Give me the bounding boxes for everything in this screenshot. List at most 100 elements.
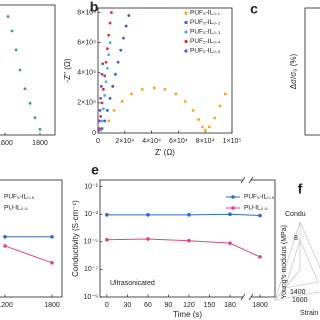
y-tick-label: 6×10⁴ [77, 39, 96, 46]
legend-marker [184, 39, 188, 44]
y-tick-label: 10⁻⁵ [84, 239, 98, 246]
data-point [6, 15, 10, 18]
data-point [119, 48, 123, 52]
data-point [124, 24, 128, 28]
radar-tick-label: 8 [294, 235, 298, 242]
data-point [38, 127, 42, 131]
data-point [103, 74, 107, 78]
data-point [104, 60, 108, 64]
data-point [223, 92, 227, 96]
data-point [183, 99, 187, 103]
radar-axis-label: Strain [300, 310, 318, 317]
data-point [110, 11, 113, 14]
y-tick-label: 8×10⁴ [77, 9, 96, 16]
data-point [152, 86, 156, 90]
data-point [197, 118, 200, 121]
x-tick-label: 1800 [44, 302, 60, 309]
x-tick-label: 1×10⁵ [223, 138, 242, 145]
radar-grid [274, 221, 320, 301]
data-point [163, 87, 167, 91]
legend-marker [184, 30, 188, 34]
data-point [187, 213, 191, 217]
data-point [105, 213, 109, 217]
data-point [174, 92, 178, 96]
legend-label: PU-IL₀.₅ [4, 205, 28, 212]
series-line [106, 213, 261, 217]
x-tick-label: 180 [224, 302, 236, 309]
axis-break-mark [240, 293, 246, 301]
x-tick-label: 1600 [0, 140, 13, 147]
y-tick-label: 0 [92, 130, 96, 137]
legend-marker [184, 20, 188, 25]
axis-break-mark [248, 293, 254, 301]
data-point [258, 213, 262, 218]
data-point [203, 128, 207, 132]
data-point [33, 116, 37, 120]
data-point [104, 80, 108, 84]
plot-frame [0, 4, 56, 136]
data-point [28, 101, 32, 105]
data-point [146, 213, 150, 217]
data-point [99, 115, 103, 118]
data-point [191, 109, 195, 112]
series-line [4, 245, 53, 264]
x-tick-label: 30 [123, 302, 131, 309]
panel: e Conductivity (S·cm⁻¹) Time (s) 0 30 60 90 120… [71, 162, 276, 319]
legend-label: PUF₅-IL₀.₅ [244, 194, 275, 201]
data-point [108, 41, 112, 45]
x-tick-label: 0 [96, 138, 100, 145]
axis-break-mark [248, 176, 254, 184]
data-point [207, 125, 211, 129]
data-point [187, 238, 191, 243]
data-point [100, 119, 104, 123]
plot-frame [99, 179, 276, 298]
data-point [228, 212, 232, 216]
data-point [258, 255, 262, 259]
legend-label: PUF₅-IL₀.₂ [190, 19, 221, 26]
legend-marker [231, 195, 235, 199]
data-point [127, 14, 131, 17]
data-point [122, 36, 125, 40]
x-tick-label: 1800 [252, 302, 268, 309]
data-point [105, 237, 109, 242]
radar-tick-label: 1400 [290, 289, 306, 296]
x-axis-title: Z' (Ω) [155, 148, 175, 157]
panel: f Condu Young's modulus (MPa) Strain 8 140016… [281, 181, 319, 317]
plot-frame [304, 7, 320, 136]
legend-label: PUF₅-IL₀.₁ [190, 10, 221, 17]
data-point [101, 107, 105, 111]
data-point [111, 84, 115, 88]
data-point [140, 87, 144, 91]
radar-axis-label: Young's modulus (MPa) [281, 225, 288, 299]
data-point [99, 96, 103, 100]
x-tick-label: 60 [144, 302, 152, 309]
x-tick-label: 0 [105, 302, 109, 309]
panel-letter: e [91, 162, 99, 178]
data-point [10, 29, 14, 33]
legend-marker [231, 206, 235, 210]
annotation: Ultrasonicated [110, 280, 155, 287]
data-point [108, 96, 112, 100]
x-tick-label: 1800 [32, 140, 48, 147]
x-tick-label: 90 [165, 302, 173, 309]
legend-marker [184, 49, 188, 53]
data-point [228, 241, 232, 245]
data-point [98, 109, 102, 112]
data-point [99, 84, 103, 88]
y-axis-title: Conductivity (S·cm⁻¹) [71, 200, 80, 277]
y-tick-label: 10⁻⁷ [84, 266, 98, 273]
data-point [120, 99, 124, 103]
data-point [50, 261, 54, 265]
axis-break-mark [240, 176, 246, 184]
data-point [101, 87, 105, 91]
y-tick-label: 2×10⁴ [77, 100, 96, 107]
series-line [106, 238, 261, 258]
y-axis-title: Δσ/σ₀ (%) [289, 53, 298, 89]
x-tick-label: 120 [183, 302, 195, 309]
data-point [103, 119, 107, 123]
legend-marker [184, 11, 188, 15]
data-point [23, 87, 27, 91]
data-point [114, 72, 117, 76]
data-point [97, 119, 101, 123]
